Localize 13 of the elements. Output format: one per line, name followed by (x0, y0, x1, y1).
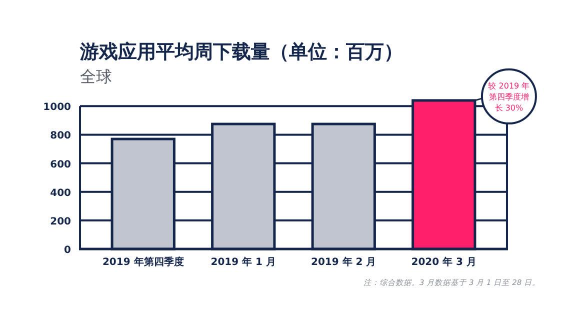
annotation: 较 2019 年第四季度增长 30% (488, 81, 530, 112)
y-tick-label: 800 (50, 130, 72, 142)
y-tick-label: 600 (50, 159, 72, 170)
chart-title: 游戏应用平均周下载量（单位：百万） (79, 41, 403, 63)
x-tick-label: 2019 年 1 月 (210, 256, 276, 268)
y-tick-label: 400 (50, 188, 72, 199)
chart-subtitle: 全球 (80, 67, 112, 86)
x-tick-label: 2019 年第四季度 (102, 256, 184, 268)
y-tick-label: 1000 (43, 102, 72, 114)
x-tick-label: 2020 年 3 月 (411, 256, 476, 268)
x-tick-label: 2019 年 2 月 (311, 256, 376, 268)
y-tick-label: 0 (64, 245, 72, 256)
y-tick-label: 200 (50, 216, 72, 228)
